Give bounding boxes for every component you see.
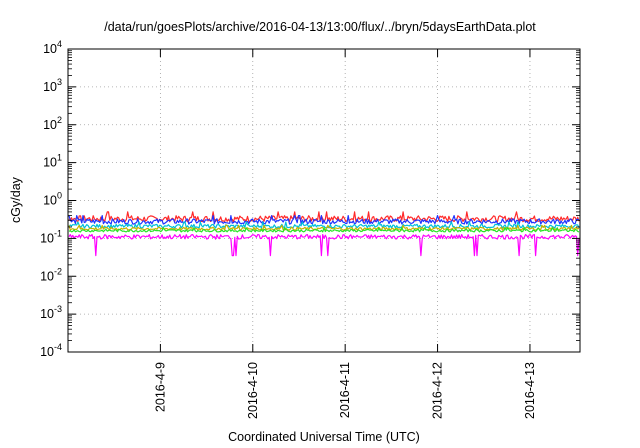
- y-tick-label: 10-1: [40, 228, 62, 245]
- y-tick-label: 103: [43, 77, 62, 94]
- series-line-6: [68, 233, 580, 257]
- y-tick-label: 100: [43, 191, 62, 208]
- chart-title: /data/run/goesPlots/archive/2016-04-13/1…: [104, 20, 536, 34]
- y-tick-label: 10-4: [40, 342, 62, 359]
- y-tick-label: 10-3: [40, 304, 62, 321]
- x-tick-label: 2016-4-12: [431, 362, 445, 419]
- axis-layer: 10-4 10-3 10-2 10-1 100 101 102 103 104 2016-4-9 2…: [40, 39, 580, 419]
- y-tick-label: 10-2: [40, 266, 62, 283]
- series-layer: [68, 211, 580, 257]
- y-tick-label: 101: [43, 153, 62, 170]
- x-tick-label: 2016-4-13: [523, 362, 537, 419]
- series-line-5: [68, 227, 580, 233]
- x-tick-label: 2016-4-10: [246, 362, 260, 419]
- y-tick-label: 102: [43, 115, 62, 132]
- series-line-2: [68, 215, 580, 225]
- x-axis-label: Coordinated Universal Time (UTC): [228, 430, 420, 444]
- x-tick-label: 2016-4-11: [338, 362, 352, 418]
- y-tick-label: 104: [43, 39, 62, 56]
- series-line-3: [68, 221, 580, 229]
- x-tick-label: 2016-4-9: [153, 362, 167, 412]
- grid-layer: [68, 49, 580, 352]
